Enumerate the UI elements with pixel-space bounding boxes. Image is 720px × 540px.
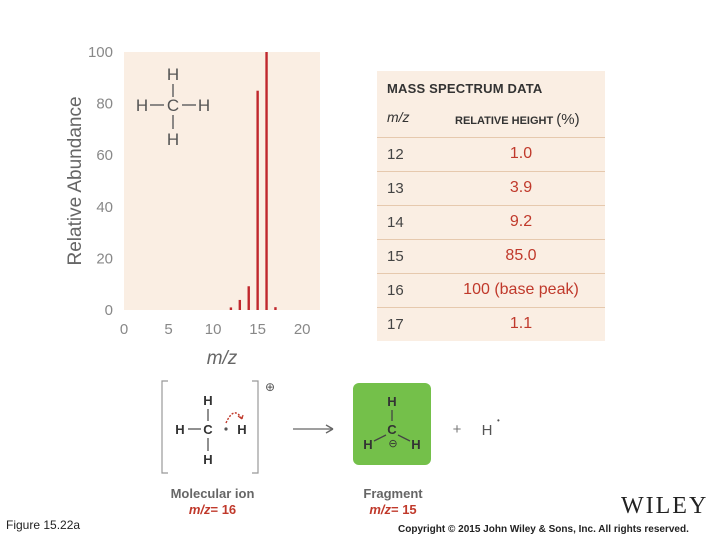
ion-c-center: C [203,422,213,437]
publisher-logo: WILEY [621,493,709,519]
plus-sign: + [453,421,462,438]
methane-c-center: C [167,96,179,115]
x-tick-label: 20 [294,321,311,338]
table-row: 14 9.2 [377,205,605,240]
table-row: 17 1.1 [377,307,605,342]
y-tick-label: 40 [96,199,113,216]
bar-mz-12 [229,307,233,310]
methane-h-left: H [136,96,148,115]
y-tick-labels: 0 20 40 60 80 100 [88,44,113,319]
radical-dot-icon: • [497,416,500,425]
table-row: 15 85.0 [377,239,605,274]
negative-charge-icon: ⊖ [388,437,397,450]
bar-mz-14 [247,286,250,310]
fishhook-arrow-icon [225,412,243,424]
figure-caption: Figure 15.22a [6,518,81,532]
bar-mz-15 [256,90,259,310]
cell-relative-height: 85.0 [505,247,537,264]
mass-spectrum-table: MASS SPECTRUM DATA m/z RELATIVE HEIGHT (… [377,71,605,341]
reaction-arrow-head-icon [325,424,334,434]
fragment-label: Fragment [363,486,423,501]
bar-mz-16 [265,52,268,310]
ion-single-electron [224,427,228,431]
mz-prefix: m/z [369,502,391,517]
cell-mz: 13 [387,180,404,197]
mz-value: = 16 [210,502,237,517]
x-tick-label: 0 [120,321,128,338]
fragment-c-center: C [387,422,397,437]
y-tick-label: 20 [96,250,113,267]
cell-mz: 14 [387,214,404,231]
relative-height-label: RELATIVE HEIGHT [455,115,554,127]
hydrogen-radical-atom: H [482,422,493,439]
cell-relative-height: 1.1 [509,315,533,332]
column-header-relative-height: RELATIVE HEIGHT (%) [455,111,580,128]
plot-area [124,52,320,310]
cell-relative-height: 100 (base peak) [463,281,579,298]
molecular-ion-mz: m/z= 16 [150,502,275,517]
ion-h-bottom: H [203,452,212,467]
methane-h-top: H [167,65,179,84]
ion-h-right: H [237,422,246,437]
cell-relative-height: 1.0 [509,145,533,162]
cell-mz: 12 [387,146,404,163]
table-title: MASS SPECTRUM DATA [387,81,543,96]
methane-h-right: H [198,96,210,115]
fragment-mz: m/z= 15 [350,502,436,517]
ion-h-left: H [175,422,184,437]
x-tick-label: 10 [205,321,222,338]
methane-h-bottom: H [167,130,179,149]
y-tick-label: 80 [96,96,113,113]
column-header-mz: m/z [387,109,410,125]
y-tick-label: 60 [96,147,113,164]
y-tick-label: 100 [88,44,113,61]
fragment-highlight-box [353,383,431,465]
bar-group [229,52,277,310]
x-tick-label: 5 [164,321,172,338]
x-axis-title: m/z [207,348,238,369]
cell-mz: 15 [387,248,404,265]
cell-mz: 16 [387,282,404,299]
copyright-notice: Copyright © 2015 John Wiley & Sons, Inc.… [398,524,689,535]
x-tick-labels: 0 5 10 15 20 [120,321,311,338]
methane-structure: H H C H H [136,65,210,149]
fragment-h-right: H [411,437,420,452]
cell-relative-height: 9.2 [509,213,533,230]
cell-relative-height: 3.9 [509,179,533,196]
bar-mz-17 [274,307,277,310]
mz-value: = 15 [391,502,417,517]
table-row: 13 3.9 [377,171,605,206]
molecular-ion-label: Molecular ion [170,486,255,501]
positive-charge-icon: ⊕ [265,380,275,394]
table-row: 12 1.0 [377,137,605,172]
fragmentation-reaction: ⊕ H H C H H H C ⊖ H H + H • [161,380,500,474]
relative-height-unit: (%) [556,111,580,128]
x-tick-label: 15 [249,321,266,338]
cell-mz: 17 [387,316,404,333]
y-tick-label: 0 [105,302,113,319]
mz-prefix: m/z [188,502,211,517]
bar-mz-13 [238,299,242,310]
table-row: 16 100 (base peak) [377,273,605,308]
left-bracket [161,380,168,474]
right-bracket [252,380,259,474]
fragment-h-top: H [387,394,396,409]
ion-h-top: H [203,393,212,408]
fragment-h-left: H [363,437,372,452]
y-axis-title: Relative Abundance [65,96,86,265]
